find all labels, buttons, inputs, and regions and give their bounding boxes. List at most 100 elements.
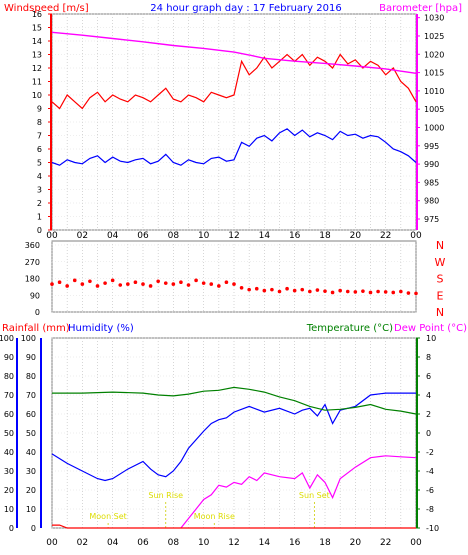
hum-tick-7: 70 <box>26 391 36 400</box>
dir-point-36 <box>323 289 327 293</box>
y-right-tick-1-1: 980 <box>424 197 439 206</box>
dir-point-35 <box>315 288 320 292</box>
temp-tick-0: -10 <box>426 524 439 533</box>
hum-tick-5: 50 <box>26 429 36 438</box>
y-tick-2-4: 0 <box>35 308 40 317</box>
dir-point-3 <box>72 278 77 283</box>
rain-tick-4: 40 <box>4 448 14 457</box>
series-temperature-line <box>52 386 417 415</box>
dir-point-46 <box>399 289 403 294</box>
x-tick-3-8: 16 <box>289 538 301 548</box>
y-right-tick-1-5: 1000 <box>424 123 444 132</box>
y-left-tick-1-12: 12 <box>32 64 42 73</box>
x-tick-1-5: 10 <box>198 231 210 241</box>
dir-point-44 <box>383 290 388 294</box>
y-left-tick-1-15: 15 <box>32 24 42 33</box>
dir-point-47 <box>406 291 411 295</box>
x-tick-3-2: 04 <box>107 538 119 548</box>
chart-title: 24 hour graph day : 17 February 2016 <box>150 3 341 14</box>
dir-point-7 <box>103 281 107 285</box>
y-left-tick-1-0: 0 <box>37 226 42 235</box>
dir-point-41 <box>361 289 365 293</box>
dir-letter-0: N <box>436 239 444 252</box>
dir-point-9 <box>118 283 123 287</box>
x-tick-3-6: 12 <box>228 538 239 548</box>
dir-point-14 <box>156 279 160 284</box>
x-tick-3-7: 14 <box>259 538 271 548</box>
dir-point-1 <box>57 280 62 285</box>
y-left-tick-1-7: 7 <box>37 132 42 141</box>
dir-point-29 <box>270 287 274 292</box>
y-left-tick-1-6: 6 <box>37 145 42 154</box>
y-right-tick-1-11: 1030 <box>424 14 444 23</box>
x-tick-1-4: 08 <box>168 231 180 241</box>
y-left-tick-1-10: 10 <box>32 91 42 100</box>
y-tick-2-0: 360 <box>25 241 40 250</box>
rain-tick-7: 70 <box>4 391 14 400</box>
dir-point-15 <box>163 281 168 285</box>
y-right-tick-1-7: 1010 <box>424 87 444 96</box>
annotation-0: Sun Rise <box>148 491 183 500</box>
y-left-tick-1-3: 3 <box>37 186 42 195</box>
hum-tick-2: 20 <box>26 486 36 495</box>
temp-tick-10: 10 <box>426 334 436 343</box>
dir-point-0 <box>50 282 54 286</box>
dir-point-42 <box>368 290 373 295</box>
y-left-tick-1-2: 2 <box>37 199 42 208</box>
x-tick-3-4: 08 <box>168 538 180 548</box>
dir-point-21 <box>209 282 214 286</box>
dir-point-37 <box>330 290 335 295</box>
x-tick-3-11: 22 <box>380 538 391 548</box>
humidity-label: Humidity (%) <box>68 323 134 334</box>
rain-tick-9: 90 <box>4 353 14 362</box>
dir-point-34 <box>308 289 312 294</box>
x-tick-3-5: 10 <box>198 538 210 548</box>
dir-point-6 <box>95 284 100 288</box>
dir-point-8 <box>110 278 115 283</box>
dir-point-19 <box>194 278 198 283</box>
dir-point-5 <box>88 279 92 284</box>
rainfall-label: Rainfall (mm) <box>2 323 70 334</box>
y-left-tick-1-14: 14 <box>32 37 42 46</box>
y-left-tick-1-13: 13 <box>32 51 42 60</box>
series-rain-line <box>52 524 416 529</box>
x-tick-1-9: 18 <box>319 231 331 241</box>
dir-point-2 <box>65 284 69 288</box>
x-tick-1-2: 04 <box>107 231 119 241</box>
series-baro-line <box>51 31 417 74</box>
dir-point-48 <box>414 291 418 296</box>
x-tick-1-1: 02 <box>77 231 88 241</box>
dir-letter-3: E <box>437 289 444 302</box>
rain-tick-5: 50 <box>4 429 14 438</box>
x-tick-1-6: 12 <box>228 231 239 241</box>
dir-point-12 <box>141 282 145 286</box>
dir-point-43 <box>376 289 380 294</box>
x-tick-1-10: 20 <box>350 231 362 241</box>
dir-point-11 <box>133 280 138 285</box>
x-tick-3-10: 20 <box>350 538 362 548</box>
temp-tick-1: -8 <box>426 505 434 514</box>
temp-tick-2: -6 <box>426 486 434 495</box>
x-tick-1-7: 14 <box>259 231 271 241</box>
rain-tick-10: 100 <box>0 334 14 343</box>
windspeed-label: Windspeed [m/s] <box>4 3 89 14</box>
temp-tick-9: 8 <box>426 353 431 362</box>
y-tick-2-1: 270 <box>25 258 40 267</box>
dir-point-31 <box>285 286 289 291</box>
rain-tick-0: 0 <box>9 524 14 533</box>
dir-letter-1: W <box>435 256 446 269</box>
temp-tick-4: -2 <box>426 448 434 457</box>
temp-tick-8: 6 <box>426 372 431 381</box>
rain-tick-2: 20 <box>4 486 14 495</box>
rain-tick-8: 80 <box>4 372 14 381</box>
dir-point-28 <box>262 288 267 293</box>
x-tick-3-12: 00 <box>410 538 422 548</box>
dir-letter-4: N <box>436 306 444 319</box>
dir-point-25 <box>239 286 244 290</box>
y-right-tick-1-6: 1005 <box>424 105 444 114</box>
hum-tick-3: 30 <box>26 467 36 476</box>
x-tick-1-0: 00 <box>46 231 58 241</box>
annotation-3: Moon Rise <box>194 512 235 521</box>
y-left-tick-1-9: 9 <box>37 105 42 114</box>
